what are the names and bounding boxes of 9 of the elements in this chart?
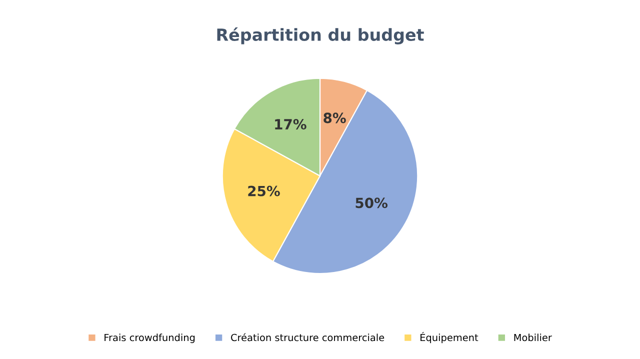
data-label: 25% xyxy=(248,186,280,196)
legend-label: Mobilier xyxy=(514,334,552,342)
data-label: 8% xyxy=(324,112,346,124)
data-label: 17% xyxy=(275,119,306,130)
chart-title: Répartition du budget xyxy=(217,27,424,44)
legend-label: Équipement xyxy=(420,332,478,344)
legend-label: Frais crowdfunding xyxy=(104,334,195,344)
legend-label: Création structure commerciale xyxy=(231,333,384,342)
data-label: 50% xyxy=(356,198,388,208)
